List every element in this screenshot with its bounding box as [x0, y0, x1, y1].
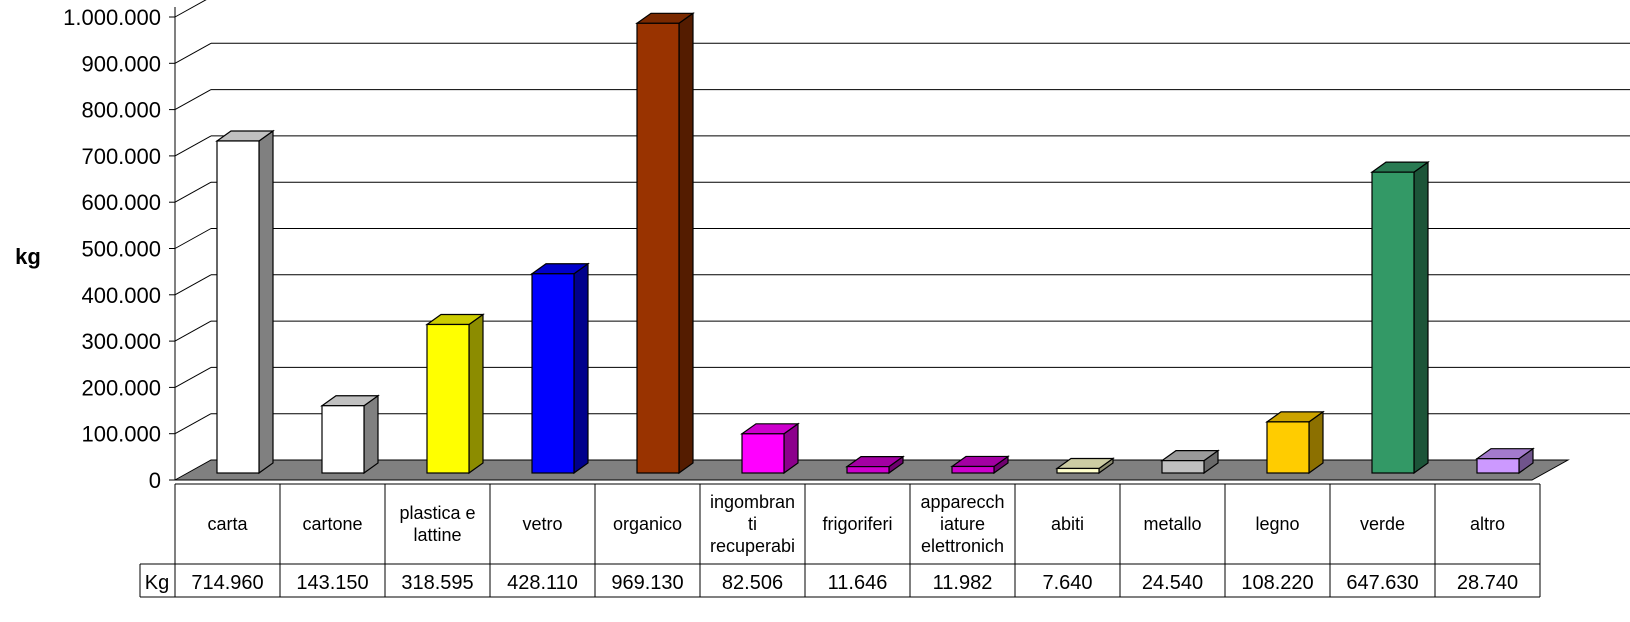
y-tick-label: 800.000	[81, 98, 161, 123]
y-tick-label: 100.000	[81, 422, 161, 447]
y-tick-label: 1.000.000	[63, 5, 161, 30]
bar-front	[1371, 171, 1415, 474]
data-value-label: 969.130	[611, 572, 683, 594]
bar-carta	[215, 129, 275, 475]
data-value-label: 143.150	[296, 572, 368, 594]
bar-side	[258, 129, 274, 475]
bar-side	[678, 12, 694, 475]
bar-verde	[1370, 160, 1430, 475]
y-tick-label: 200.000	[81, 375, 161, 400]
bar-legno	[1265, 410, 1325, 475]
category-label: organico	[613, 514, 682, 534]
bar-organico	[635, 12, 695, 475]
y-tick-label: 900.000	[81, 51, 161, 76]
bar-front	[426, 323, 470, 474]
data-value-label: 647.630	[1346, 572, 1418, 594]
category-label: metallo	[1143, 514, 1201, 534]
bar-front	[1266, 421, 1310, 474]
bar-front	[1161, 460, 1205, 474]
bar-front	[951, 465, 995, 474]
bar-front	[741, 433, 785, 474]
category-label: altro	[1470, 514, 1505, 534]
gridline-diagonal	[174, 228, 212, 249]
bar-altro	[1475, 447, 1535, 475]
gridline-diagonal	[174, 413, 212, 435]
data-value-label: 82.506	[722, 572, 783, 594]
gridline-diagonal	[174, 89, 212, 111]
bar-side	[573, 262, 589, 475]
bar-frigoriferi	[845, 455, 905, 475]
bars-layer	[215, 12, 1535, 475]
category-label: apparecch iature elettronich	[920, 492, 1004, 556]
bar-side	[1413, 160, 1429, 475]
gridline-diagonal	[174, 366, 212, 388]
bar-apparecch-iature-elettronich	[950, 455, 1010, 475]
category-label: plastica e lattine	[399, 503, 475, 545]
data-value-label: 108.220	[1241, 572, 1313, 594]
bar-front	[1056, 467, 1100, 474]
bar-front	[216, 140, 260, 474]
data-value-label: 428.110	[507, 572, 578, 594]
bar-ingombran-ti-recuperabi	[740, 422, 800, 475]
data-value-label: 318.595	[401, 572, 473, 594]
category-label: ingombran ti recuperabi	[710, 492, 795, 556]
y-tick-label: 500.000	[81, 237, 161, 262]
gridline-diagonal	[174, 42, 212, 64]
category-label: cartone	[302, 514, 362, 534]
category-label: legno	[1255, 514, 1299, 534]
category-label: verde	[1360, 514, 1405, 534]
gridline-diagonal	[174, 0, 207, 18]
bar-plastica-e-lattine	[425, 313, 485, 475]
data-value-label: 7.640	[1042, 572, 1092, 594]
category-label: abiti	[1051, 514, 1084, 534]
category-label: vetro	[522, 514, 562, 534]
series-name-label: Kg	[145, 572, 169, 594]
bar-vetro	[530, 262, 590, 475]
y-tick-label: 0	[149, 468, 161, 493]
bar-side	[363, 394, 379, 475]
data-value-label: 11.982	[933, 572, 993, 594]
y-tick-label: 400.000	[81, 283, 161, 308]
y-tick-label: 600.000	[81, 190, 161, 215]
data-value-label: 11.646	[828, 572, 888, 594]
data-value-label: 714.960	[191, 572, 263, 594]
gridline-diagonal	[174, 274, 212, 296]
bar-front	[846, 466, 890, 474]
bar-front	[636, 22, 680, 474]
bar-abiti	[1055, 457, 1115, 475]
category-label: frigoriferi	[822, 514, 892, 534]
data-value-label: 24.540	[1142, 572, 1203, 594]
gridline-diagonal	[174, 320, 212, 342]
bar-front	[321, 405, 365, 474]
bar-front	[1476, 458, 1520, 474]
gridline-diagonal	[174, 135, 212, 157]
bar-cartone	[320, 394, 380, 475]
data-value-label: 28.740	[1457, 572, 1518, 594]
y-axis: 0 100.000 200.000 300.000 400.000 500.000 600.…	[63, 5, 176, 493]
bar-front	[531, 273, 575, 474]
gridline-diagonal	[174, 181, 212, 203]
y-tick-label: 700.000	[81, 144, 161, 169]
category-label: carta	[207, 514, 248, 534]
data-table: Kg carta 714.960 cartone 143.150 plastica e la…	[139, 483, 1541, 598]
y-tick-label: 300.000	[81, 329, 161, 354]
bar-side	[468, 313, 484, 475]
bar-metallo	[1160, 449, 1220, 475]
y-axis-label: kg	[15, 244, 41, 269]
